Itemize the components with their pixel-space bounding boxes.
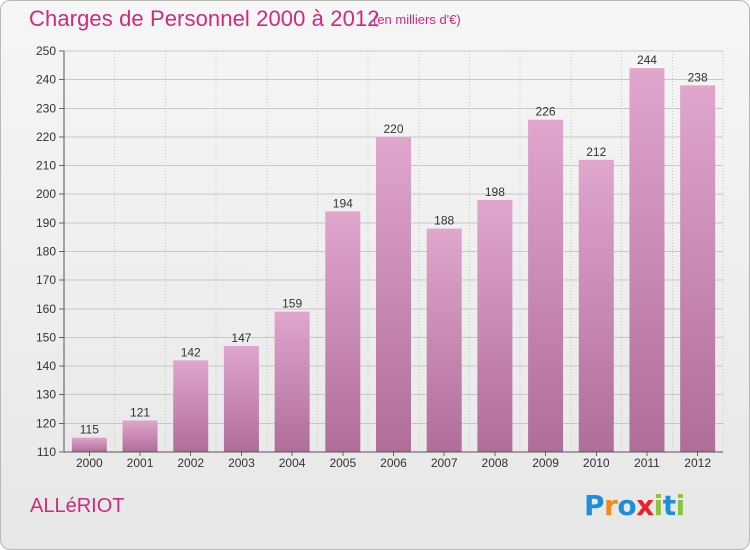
data-label: 238 <box>688 70 708 84</box>
data-label: 147 <box>231 331 251 345</box>
bar <box>325 211 361 452</box>
bar <box>426 228 462 452</box>
x-tick-label: 2005 <box>329 456 356 470</box>
logo-letter: o <box>617 489 637 522</box>
data-label: 220 <box>383 122 403 136</box>
data-label: 159 <box>282 297 302 311</box>
bar <box>122 420 158 452</box>
y-tick-label: 140 <box>36 359 56 373</box>
x-tick-label: 2011 <box>634 456 660 470</box>
y-tick-label: 120 <box>36 416 56 430</box>
x-tick-label: 2010 <box>583 456 610 470</box>
y-tick-label: 190 <box>36 216 56 230</box>
data-label: 115 <box>80 423 99 437</box>
data-label: 244 <box>637 53 657 67</box>
bar <box>274 311 310 452</box>
y-tick-label: 240 <box>36 73 56 87</box>
data-label: 198 <box>485 185 505 199</box>
y-tick-label: 110 <box>37 445 56 459</box>
x-tick-label: 2007 <box>431 456 458 470</box>
x-tick-label: 2003 <box>228 456 255 470</box>
y-tick-label: 180 <box>36 245 56 259</box>
commune-name: ALLéRIOT <box>30 495 125 517</box>
bar <box>680 85 716 452</box>
logo-letter: t <box>662 489 676 522</box>
bar <box>173 360 209 452</box>
x-tick-label: 2006 <box>380 456 407 470</box>
x-tick-label: 2002 <box>177 456 204 470</box>
x-tick-label: 2000 <box>76 456 103 470</box>
logo-letter: P <box>584 489 605 522</box>
y-tick-label: 170 <box>36 273 56 287</box>
bar <box>71 437 107 452</box>
bar <box>477 199 513 452</box>
y-tick-label: 230 <box>36 101 56 115</box>
chart-title: Charges de Personnel 2000 à 2012 <box>29 6 380 31</box>
x-tick-label: 2001 <box>127 456 154 470</box>
bar <box>629 68 665 452</box>
data-label: 194 <box>333 196 353 210</box>
logo-letter: x <box>636 489 654 522</box>
x-tick-label: 2009 <box>532 456 559 470</box>
bar <box>376 136 411 452</box>
y-tick-label: 210 <box>36 159 56 173</box>
y-tick-label: 150 <box>36 330 56 344</box>
data-label: 226 <box>536 105 556 119</box>
data-label: 142 <box>181 345 201 359</box>
logo-letter: r <box>604 489 618 522</box>
bar <box>223 346 259 452</box>
y-tick-label: 130 <box>36 388 56 402</box>
logo-letter: i <box>675 489 686 522</box>
data-label: 121 <box>130 405 150 419</box>
proxiti-logo: Proxiti <box>584 489 685 522</box>
bar <box>578 159 614 453</box>
x-tick-label: 2008 <box>482 456 509 470</box>
y-tick-label: 250 <box>36 44 56 58</box>
x-tick-label: 2012 <box>684 456 711 470</box>
bar <box>528 119 564 452</box>
y-tick-label: 220 <box>36 130 56 144</box>
y-tick-label: 200 <box>36 187 56 201</box>
y-tick-label: 160 <box>36 302 56 316</box>
data-label: 212 <box>586 145 606 159</box>
chart-subtitle: (en milliers d'€) <box>373 12 461 27</box>
logo-letter: i <box>653 489 664 522</box>
data-label: 188 <box>434 214 454 228</box>
x-tick-label: 2004 <box>279 456 306 470</box>
